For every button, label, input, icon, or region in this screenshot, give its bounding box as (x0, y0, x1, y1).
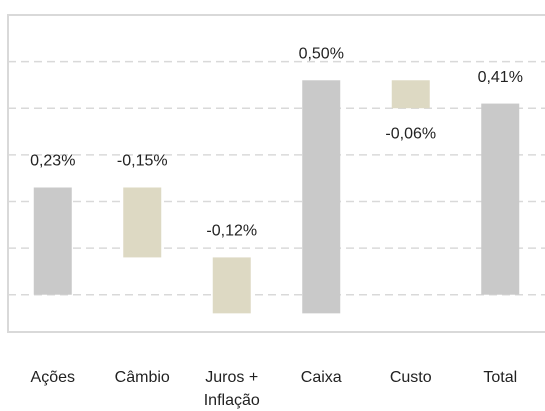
bar (123, 187, 162, 258)
data-label: -0,06% (385, 125, 436, 142)
plot-frame (7, 14, 545, 333)
data-label: -0,15% (117, 153, 168, 170)
x-tick-label: Caixa (300, 369, 342, 386)
bar (481, 103, 520, 295)
x-tick-label: Câmbio (114, 369, 170, 386)
bar (302, 80, 341, 314)
data-label: -0,12% (206, 223, 257, 240)
x-tick-label: Total (483, 369, 518, 386)
bar (212, 257, 251, 314)
bar (391, 80, 430, 109)
bar (33, 187, 72, 295)
data-label: 0,50% (299, 45, 344, 62)
data-label: 0,41% (478, 69, 523, 86)
x-tick-label: Ações (30, 369, 75, 386)
data-label: 0,23% (30, 153, 75, 170)
x-tick-label: Custo (389, 369, 432, 386)
x-tick-label: Juros + Inflação (203, 369, 260, 409)
